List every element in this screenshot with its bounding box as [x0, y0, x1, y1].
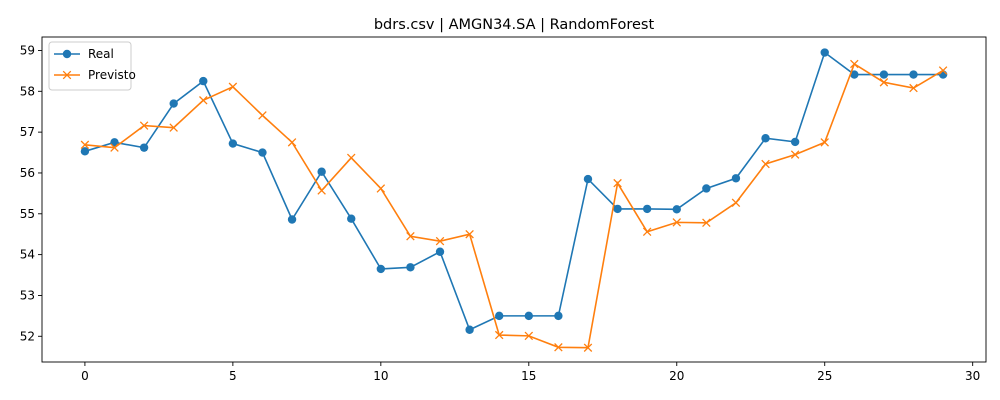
- data-point-real: [287, 215, 297, 224]
- data-point-real: [613, 204, 622, 214]
- data-point-real: [110, 138, 119, 147]
- x-tick-label: 0: [81, 369, 89, 383]
- y-tick-label: 55: [20, 207, 35, 221]
- series-layer: [80, 48, 948, 352]
- data-point-real: [583, 174, 593, 184]
- data-point-previsto: [850, 59, 859, 69]
- data-point-previsto: [139, 121, 149, 130]
- y-tick-label: 58: [20, 84, 35, 98]
- x-tick-label: 25: [817, 369, 832, 383]
- data-point-previsto: [80, 140, 90, 150]
- data-point-real: [820, 48, 829, 57]
- data-point-previsto: [346, 153, 356, 163]
- data-point-real: [524, 311, 533, 321]
- legend-marker-previsto: [62, 70, 72, 80]
- data-point-previsto: [820, 138, 829, 147]
- data-point-previsto: [228, 82, 238, 92]
- data-point-previsto: [613, 178, 622, 188]
- y-tick-label: 56: [20, 166, 35, 180]
- plot-frame: [41, 36, 987, 363]
- data-point-previsto: [909, 83, 918, 93]
- y-tick-label: 52: [20, 329, 35, 343]
- data-point-previsto: [317, 186, 326, 195]
- x-tick-label: 20: [669, 369, 684, 383]
- y-tick-label: 54: [20, 248, 35, 262]
- data-point-real: [790, 137, 800, 147]
- data-point-real: [642, 204, 652, 214]
- data-point-previsto: [465, 229, 474, 239]
- data-point-real: [139, 143, 149, 152]
- data-point-real: [435, 247, 445, 256]
- data-point-real: [495, 311, 504, 321]
- data-point-real: [169, 99, 178, 108]
- legend-marker-real: [62, 49, 72, 59]
- data-point-real: [879, 70, 889, 79]
- plot-area: 0 5 10 15 20 25 30 52 53 54 55 56 57 58 59: [20, 36, 987, 383]
- data-point-real: [465, 325, 474, 334]
- legend: Real Previsto: [48, 41, 136, 91]
- legend-label-real: Real: [88, 47, 114, 61]
- data-point-previsto: [554, 343, 563, 352]
- data-point-real: [258, 148, 267, 157]
- data-point-real: [406, 263, 415, 272]
- data-point-previsto: [938, 66, 948, 75]
- chart-title: bdrs.csv | AMGN34.SA | RandomForest: [374, 17, 655, 33]
- x-tick-label: 15: [521, 369, 536, 383]
- data-point-real: [672, 205, 681, 214]
- data-point-previsto: [524, 331, 534, 341]
- x-tick-label: 30: [965, 369, 980, 383]
- data-point-previsto: [376, 184, 386, 193]
- data-point-previsto: [879, 78, 889, 87]
- y-tick-label: 53: [20, 288, 35, 302]
- data-point-real: [199, 76, 208, 86]
- data-point-previsto: [169, 123, 178, 132]
- data-point-previsto: [435, 236, 445, 246]
- data-point-previsto: [199, 96, 208, 105]
- data-point-real: [347, 214, 356, 223]
- data-point-real: [317, 167, 326, 176]
- data-point-previsto: [702, 218, 711, 228]
- data-point-real: [731, 174, 741, 183]
- data-point-real: [228, 139, 238, 148]
- data-point-real: [761, 134, 770, 143]
- data-point-previsto: [583, 343, 593, 352]
- data-point-real: [554, 311, 563, 321]
- data-point-real: [376, 264, 386, 274]
- data-point-previsto: [406, 231, 415, 241]
- x-tick-label: 5: [229, 369, 237, 383]
- y-axis: 52 53 54 55 56 57 58 59: [20, 43, 42, 343]
- series-line-real: [84, 51, 944, 331]
- data-point-real: [850, 70, 859, 79]
- data-point-previsto: [761, 159, 770, 169]
- data-point-previsto: [642, 227, 652, 237]
- data-point-real: [702, 184, 711, 193]
- data-point-previsto: [494, 330, 504, 340]
- data-point-previsto: [110, 143, 119, 152]
- data-point-previsto: [731, 198, 741, 208]
- data-point-real: [909, 70, 918, 79]
- y-tick-label: 57: [20, 125, 35, 139]
- y-tick-label: 59: [20, 43, 35, 57]
- data-point-previsto: [790, 150, 800, 159]
- data-point-real: [80, 147, 90, 156]
- data-point-previsto: [287, 138, 297, 147]
- legend-label-previsto: Previsto: [88, 68, 136, 82]
- series-line-previsto: [84, 62, 944, 349]
- data-point-previsto: [258, 111, 267, 120]
- x-tick-label: 10: [373, 369, 388, 383]
- x-axis: 0 5 10 15 20 25 30: [81, 362, 980, 383]
- data-point-previsto: [672, 218, 682, 227]
